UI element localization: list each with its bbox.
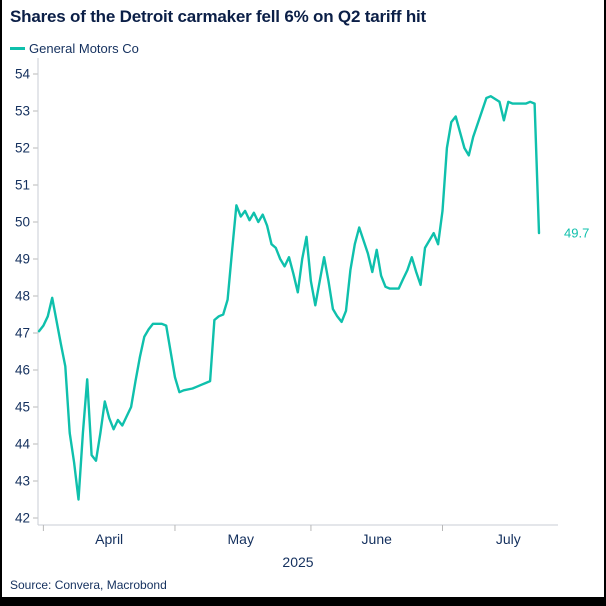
y-axis-tick-label: 44	[15, 437, 31, 452]
chart-title: Shares of the Detroit carmaker fell 6% o…	[10, 7, 427, 26]
legend: General Motors Co	[10, 41, 139, 56]
last-value-label: 49.7	[564, 226, 589, 241]
y-axis-tick-label: 54	[15, 67, 31, 82]
legend-line-swatch	[10, 47, 25, 50]
price-line-general-motors-co	[37, 94, 541, 501]
y-axis-tick-label: 52	[15, 141, 30, 156]
legend-label: General Motors Co	[29, 41, 139, 56]
y-axis-tick-label: 46	[15, 363, 30, 378]
x-axis-month-label: May	[228, 531, 254, 547]
x-axis-year-label: 2025	[282, 554, 313, 570]
source-note: Source: Convera, Macrobond	[10, 578, 167, 592]
y-axis-tick-label: 53	[15, 104, 30, 119]
y-axis-tick-label: 45	[15, 400, 30, 415]
y-axis-tick-label: 50	[15, 215, 30, 230]
x-axis-month-label: April	[95, 531, 123, 547]
x-axis-month-label: July	[496, 531, 521, 547]
bottom-bar	[2, 597, 604, 606]
x-axis-month-label: June	[362, 531, 393, 547]
y-axis-tick-label: 47	[15, 326, 30, 341]
y-axis-tick-label: 51	[15, 178, 30, 193]
y-axis-tick-label: 48	[15, 289, 30, 304]
y-axis-tick-label: 43	[15, 474, 30, 489]
y-axis-tick-label: 49	[15, 252, 30, 267]
y-axis-tick-label: 42	[15, 511, 30, 526]
